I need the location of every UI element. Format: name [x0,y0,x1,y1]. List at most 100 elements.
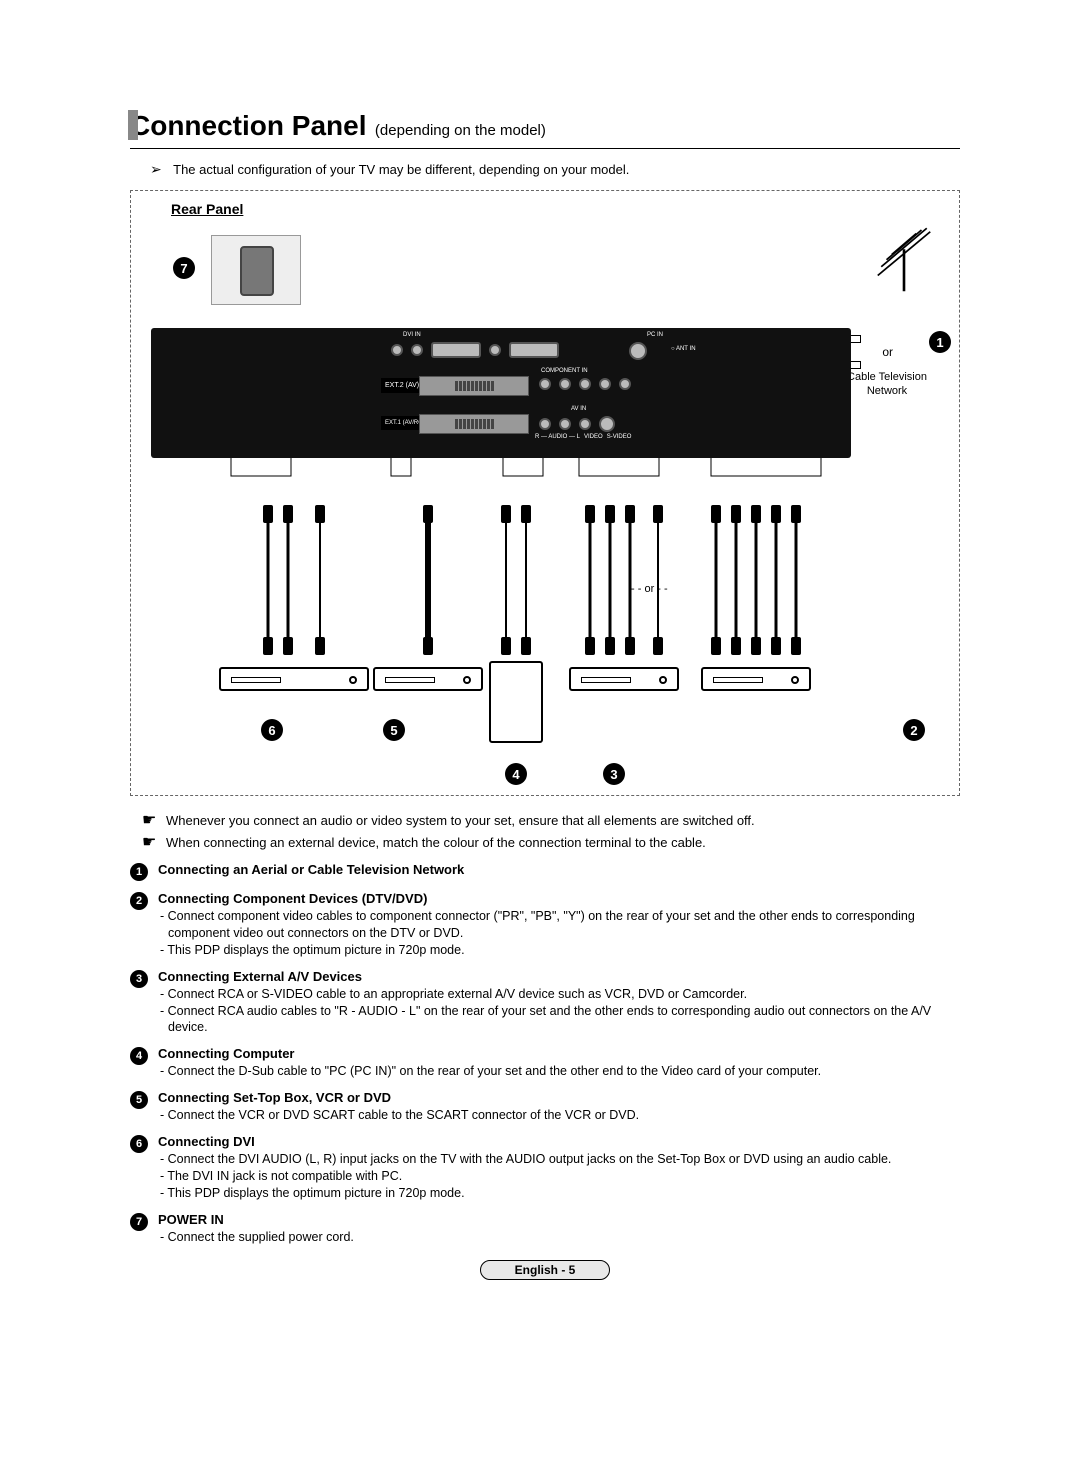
rp-ext2: EXT.2 (AV) [381,378,423,393]
badge-7: 7 [173,257,195,279]
conn-title: Connecting Computer [158,1046,960,1061]
badge: 4 [130,1047,148,1065]
dvi-port-icon [431,342,481,358]
conn-line: The DVI IN jack is not compatible with P… [158,1168,960,1185]
conn-title: Connecting an Aerial or Cable Television… [158,862,960,877]
title-row: Connection Panel (depending on the model… [130,110,960,149]
antenna-icon [859,223,949,293]
port-icon [579,378,591,390]
hand-note-text: When connecting an external device, matc… [166,835,706,850]
hand-note: ☛ Whenever you connect an audio or video… [142,810,960,830]
hand-note: ☛ When connecting an external device, ma… [142,832,960,852]
badge-3: 3 [603,763,625,785]
cable-group-scart [373,505,483,691]
conn-line: Connect component video cables to compon… [158,908,960,942]
badge-4: 4 [505,763,527,785]
port-icon [559,418,571,430]
page: Connection Panel (depending on the model… [0,0,1080,1320]
port-icon [411,344,423,356]
rp-pc-in: PC IN [647,332,663,338]
cable-group-av [569,505,679,691]
port-icon [619,378,631,390]
conn-line: Connect the DVI AUDIO (L, R) input jacks… [158,1151,960,1168]
conn-line: Connect RCA or S-VIDEO cable to an appro… [158,986,960,1003]
badge-1: 1 [929,331,951,353]
footer-page: English - 5 [480,1260,610,1280]
conn-item-3: 3 Connecting External A/V Devices Connec… [130,969,960,1037]
dash-or: - - or - - [631,583,668,595]
port-icon [599,378,611,390]
hand-icon: ☛ [142,812,156,829]
badge: 1 [130,863,148,881]
diagram-area: 7 1 or Cable Television Network [141,223,949,783]
badge: 2 [130,892,148,910]
port-icon [539,378,551,390]
title-sub: (depending on the model) [375,122,546,139]
conn-title: Connecting DVI [158,1134,960,1149]
device-box [701,667,811,691]
diagram-box: Rear Panel 7 1 or C [130,190,960,796]
cable-group-dvi [219,505,369,691]
power-socket-icon [240,246,274,296]
conn-line: Connect the supplied power cord. [158,1229,960,1246]
badge: 6 [130,1135,148,1153]
badge: 7 [130,1213,148,1231]
conn-title: Connecting External A/V Devices [158,969,960,984]
rp-rl-audio: R — AUDIO — L [535,434,580,440]
conn-line: Connect RCA audio cables to "R - AUDIO -… [158,1003,960,1037]
device-box [373,667,483,691]
rp-av-in: AV IN [571,406,586,412]
title-side-bar [128,110,138,140]
port-icon [489,344,501,356]
rp-svideo: S-VIDEO [607,434,632,440]
arrow-icon: ➢ [150,161,162,177]
conn-item-4: 4 Connecting Computer Connect the D-Sub … [130,1046,960,1080]
conn-line: This PDP displays the optimum picture in… [158,1185,960,1202]
badge: 5 [130,1091,148,1109]
cable-group-component [701,505,811,691]
rear-panel: DVI IN PC IN ○ ANT IN EXT.2 (AV) [151,328,851,458]
hand-notes: ☛ Whenever you connect an audio or video… [130,810,960,852]
top-note: ➢ The actual configuration of your TV ma… [150,161,960,178]
scart-port-icon [419,414,529,434]
port-icon [579,418,591,430]
port-icon [559,378,571,390]
conn-item-7: 7 POWER IN Connect the supplied power co… [130,1212,960,1246]
conn-item-6: 6 Connecting DVI Connect the DVI AUDIO (… [130,1134,960,1202]
rp-video: VIDEO [584,434,603,440]
conn-line: This PDP displays the optimum picture in… [158,942,960,959]
badge-6: 6 [261,719,283,741]
title-main: Connection Panel [130,110,366,141]
port-icon [391,344,403,356]
port-icon [539,418,551,430]
connection-list: 1 Connecting an Aerial or Cable Televisi… [130,862,960,1246]
conn-title: Connecting Component Devices (DTV/DVD) [158,891,960,906]
power-block [211,235,301,305]
conn-line: Connect the D-Sub cable to "PC (PC IN)" … [158,1063,960,1080]
scart-port-icon [419,376,529,396]
hand-icon: ☛ [142,834,156,851]
conn-item-2: 2 Connecting Component Devices (DTV/DVD)… [130,891,960,959]
vga-port-icon [509,342,559,358]
top-note-text: The actual configuration of your TV may … [173,162,629,177]
conn-item-1: 1 Connecting an Aerial or Cable Televisi… [130,862,960,881]
rp-component-in: COMPONENT IN [541,368,588,374]
rp-dvi-in: DVI IN [403,332,421,338]
rp-ant-in: ○ ANT IN [671,346,696,352]
conn-line: Connect the VCR or DVD SCART cable to th… [158,1107,960,1124]
conn-title: Connecting Set-Top Box, VCR or DVD [158,1090,960,1105]
badge: 3 [130,970,148,988]
device-box [569,667,679,691]
svideo-port-icon [599,416,615,432]
cable-group-pc [489,505,543,743]
conn-title: POWER IN [158,1212,960,1227]
pc-tower-icon [489,661,543,743]
bracket-lines-icon [151,458,851,506]
or-label: or [882,345,893,359]
rear-panel-label: Rear Panel [171,201,949,217]
badge-5: 5 [383,719,405,741]
port-icon [629,342,647,360]
conn-item-5: 5 Connecting Set-Top Box, VCR or DVD Con… [130,1090,960,1124]
device-box [219,667,369,691]
badge-2: 2 [903,719,925,741]
